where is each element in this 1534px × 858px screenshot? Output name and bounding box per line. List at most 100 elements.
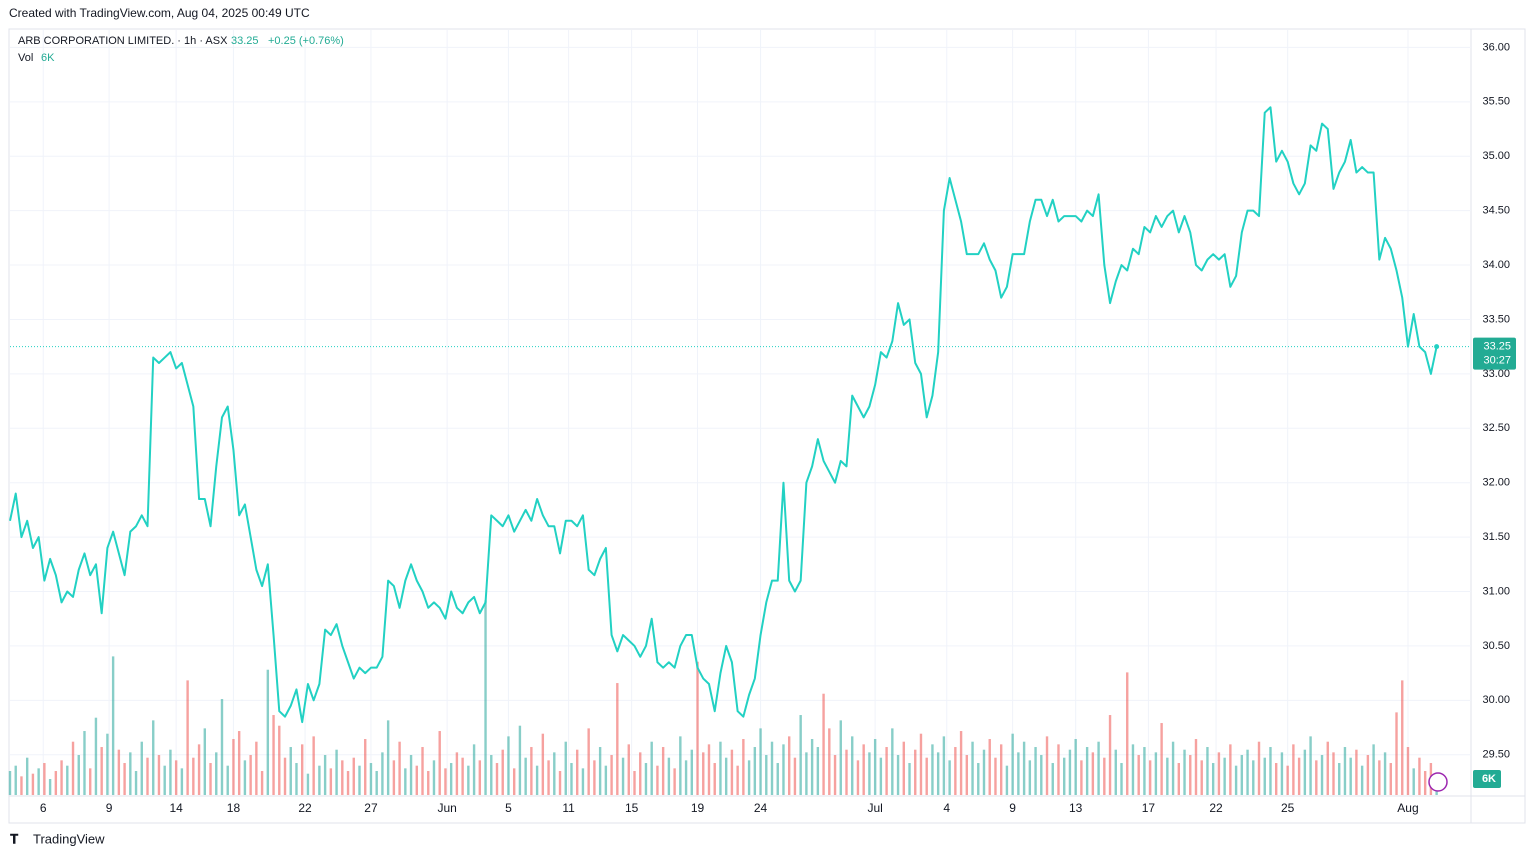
volume-bar (1091, 752, 1095, 795)
volume-bar (1183, 749, 1186, 795)
volume-bar (919, 733, 923, 795)
volume-bar (1423, 771, 1427, 795)
volume-bar (885, 747, 888, 795)
volume-bar (719, 741, 722, 795)
volume-bar (352, 757, 355, 795)
volume-bar (398, 741, 401, 795)
volume-bar (851, 736, 854, 795)
volume-bar (1034, 747, 1037, 795)
x-tick-label: 17 (1142, 801, 1156, 815)
volume-bar (1068, 749, 1072, 795)
volume-bar (598, 747, 602, 795)
volume-bar (306, 773, 310, 795)
volume-bar (146, 757, 149, 795)
volume-bar (690, 749, 693, 795)
x-tick-label: 9 (1009, 801, 1016, 815)
x-tick-label: 11 (562, 801, 575, 815)
volume-bar (1194, 739, 1198, 795)
x-tick-label: 5 (505, 801, 512, 815)
x-tick-label: 19 (691, 801, 705, 815)
volume-bar (891, 728, 894, 795)
volume-bar (289, 747, 292, 795)
volume-bar (564, 741, 567, 795)
x-tick-label: Jul (867, 801, 882, 815)
volume-bar (1395, 712, 1398, 795)
volume-bar (329, 768, 333, 795)
volume-bar (14, 765, 17, 795)
volume-bar (914, 749, 917, 795)
volume-bar (1108, 715, 1112, 795)
volume-bar (770, 741, 774, 795)
volume-bar (1114, 749, 1117, 795)
volume-bar (169, 749, 172, 795)
x-tick-label: 22 (1209, 801, 1223, 815)
volume-bar (215, 752, 218, 795)
x-tick-label: 15 (625, 801, 639, 815)
volume-bar (1246, 749, 1249, 795)
volume-bar (94, 717, 98, 795)
volume-bar (702, 752, 705, 795)
volume-bar (684, 760, 688, 795)
volume-bar (593, 760, 596, 795)
volume-bar (1252, 760, 1255, 795)
volume-bar (621, 757, 625, 795)
labels: 29.50 30.00 30.50 31.00 31.50 32.00 32.50 33.00… (40, 41, 1516, 815)
volume-bar (152, 720, 155, 795)
volume-bar (255, 741, 258, 795)
volume-bar (633, 771, 636, 795)
volume-bar (341, 760, 344, 795)
volume-bar (312, 736, 315, 795)
volume-bar (1217, 752, 1221, 795)
volume-bar (323, 755, 327, 795)
volume-bar (421, 747, 424, 795)
volume-bar (123, 763, 126, 795)
volume-bar (295, 763, 298, 795)
volume-bar (616, 683, 619, 795)
volume-bar (581, 768, 585, 795)
y-tick-label: 31.50 (1482, 531, 1510, 543)
volume-bar (1051, 763, 1054, 795)
volume-bar (1406, 747, 1410, 795)
volume-bar (346, 771, 350, 795)
volume-bar (472, 744, 476, 795)
x-tick-label: Jun (437, 801, 456, 815)
volume-box (1473, 770, 1501, 788)
volume-bar (484, 600, 487, 795)
volume-bar (226, 765, 229, 795)
volume-bar (730, 749, 734, 795)
volume-bar (54, 771, 58, 795)
volume-bar (111, 656, 115, 795)
volume-bar (530, 747, 533, 795)
volume-bar (1148, 760, 1152, 795)
volume-bar (839, 720, 842, 795)
volume-bar (1126, 672, 1129, 795)
x-tick-label: Aug (1397, 801, 1418, 815)
volume-bar (518, 725, 522, 795)
volume-bar (535, 765, 539, 795)
volume-bar (392, 760, 396, 795)
volume-bar (89, 768, 92, 795)
volume-bar (650, 741, 653, 795)
volume-bar (604, 765, 608, 795)
volume-bar (1234, 765, 1238, 795)
volume-bar (1303, 749, 1307, 795)
x-tick-label: 18 (227, 801, 241, 815)
volume-bar (461, 757, 464, 795)
volume-bar (724, 757, 728, 795)
volume-bar (902, 741, 905, 795)
volume-bar (1326, 741, 1329, 795)
x-tick-label: 9 (106, 801, 113, 815)
volume-bar (1206, 747, 1209, 795)
y-tick-label: 35.50 (1482, 96, 1510, 108)
volume-bar (134, 771, 138, 795)
volume-bar (1143, 747, 1146, 795)
volume-bar (381, 752, 384, 795)
volume-bar (1366, 755, 1370, 795)
y-tick-label: 35.00 (1482, 150, 1510, 162)
volume-bar (988, 739, 991, 795)
volume-bar (1223, 757, 1226, 795)
volume-bar (1103, 757, 1106, 795)
volume-bar (335, 749, 338, 795)
volume-bar (610, 755, 613, 795)
price-line (9, 106, 1471, 724)
